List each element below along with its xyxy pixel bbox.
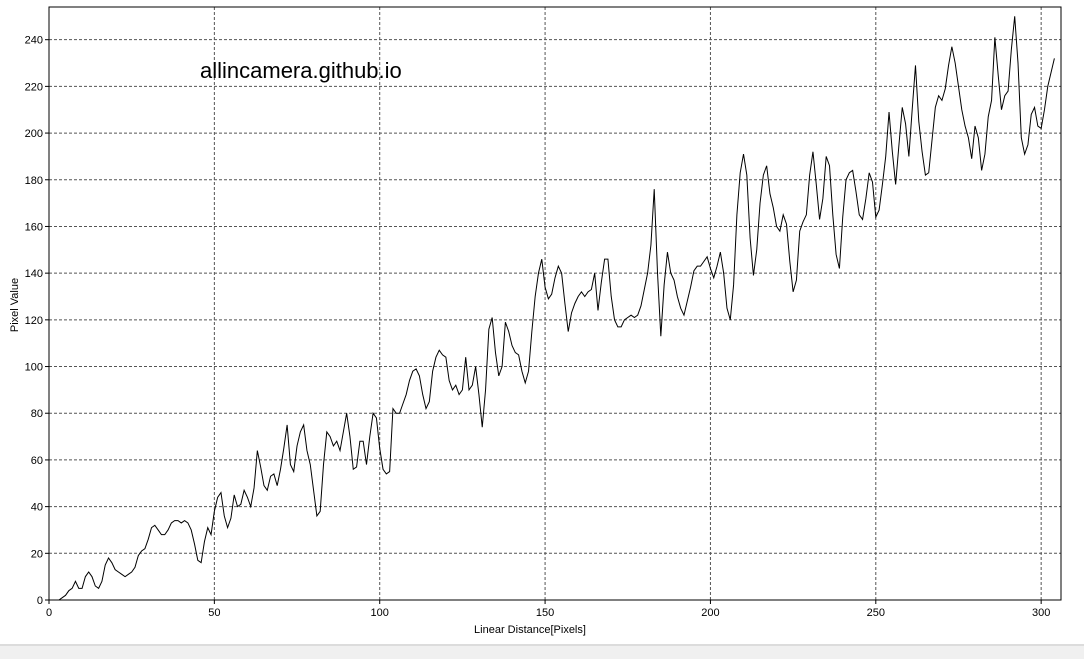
y-tick-label: 180	[25, 175, 43, 187]
chart-background	[0, 0, 1084, 644]
y-tick-label: 60	[31, 455, 43, 467]
x-tick-label: 250	[867, 607, 885, 619]
y-tick-label: 40	[31, 502, 43, 514]
y-tick-label: 80	[31, 408, 43, 420]
x-tick-label: 50	[208, 607, 220, 619]
grid-lines	[49, 7, 1061, 600]
y-tick-label: 200	[25, 128, 43, 140]
y-tick-label: 240	[25, 35, 43, 47]
y-tick-label: 220	[25, 81, 43, 93]
y-tick-label: 20	[31, 548, 43, 560]
x-tick-label: 100	[371, 607, 389, 619]
x-axis-label: Linear Distance[Pixels]	[474, 624, 586, 636]
x-tick-label: 0	[46, 607, 52, 619]
x-tick-label: 150	[536, 607, 554, 619]
y-axis-label: Pixel Value	[9, 278, 21, 332]
plot-frame	[48, 6, 1062, 601]
x-tick-label: 200	[701, 607, 719, 619]
watermark-text: allincamera.github.io	[200, 58, 402, 83]
y-tick-label: 0	[37, 595, 43, 607]
y-tick-label: 160	[25, 221, 43, 233]
y-tick-label: 140	[25, 268, 43, 280]
x-tick-label: 300	[1032, 607, 1050, 619]
y-tick-label: 120	[25, 315, 43, 327]
y-tick-label: 100	[25, 362, 43, 374]
y-axis-ticks: 0 20 40 60 80 100 120 140 160 180 200 220 240	[25, 35, 49, 607]
series-line	[49, 16, 1055, 601]
x-axis-ticks: 0 50 100 150 200 250 300	[46, 600, 1050, 619]
